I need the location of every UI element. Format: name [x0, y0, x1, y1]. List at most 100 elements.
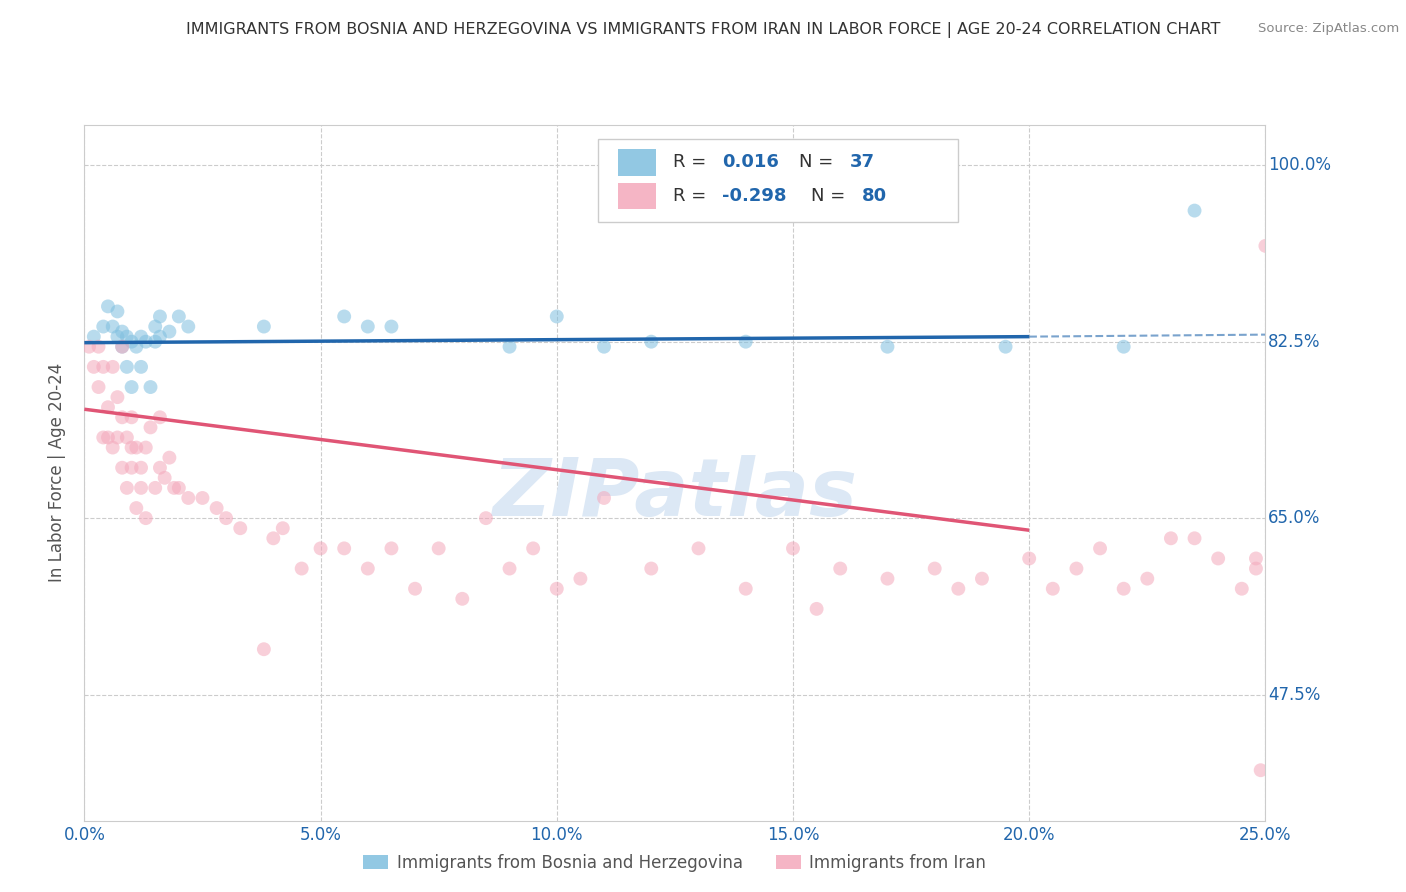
- Point: [143, 334, 166, 349]
- Point: [87, 380, 110, 394]
- Point: [163, 481, 186, 495]
- FancyBboxPatch shape: [619, 149, 657, 176]
- Text: N =: N =: [811, 186, 851, 205]
- Text: N =: N =: [799, 153, 839, 171]
- Point: [115, 329, 138, 343]
- Text: 100.0%: 100.0%: [1268, 156, 1330, 174]
- Point: [115, 359, 138, 374]
- Point: [121, 441, 143, 455]
- Point: [121, 410, 143, 425]
- Point: [139, 380, 162, 394]
- Point: [149, 410, 172, 425]
- Point: [101, 359, 124, 374]
- Point: [167, 481, 190, 495]
- Point: [157, 450, 180, 465]
- Point: [77, 340, 100, 354]
- Text: ZIPatlas: ZIPatlas: [492, 455, 858, 533]
- Point: [121, 380, 143, 394]
- Point: [97, 430, 120, 444]
- Legend: Immigrants from Bosnia and Herzegovina, Immigrants from Iran: Immigrants from Bosnia and Herzegovina, …: [357, 847, 993, 879]
- Point: [111, 410, 134, 425]
- Point: [215, 511, 238, 525]
- Point: [291, 561, 314, 575]
- FancyBboxPatch shape: [619, 183, 657, 209]
- Point: [640, 334, 662, 349]
- Point: [229, 521, 252, 535]
- Point: [782, 541, 804, 556]
- Point: [451, 591, 474, 606]
- Point: [177, 319, 200, 334]
- Point: [129, 329, 152, 343]
- Point: [125, 501, 148, 516]
- Point: [357, 319, 380, 334]
- Point: [115, 481, 138, 495]
- Point: [333, 541, 356, 556]
- Text: R =: R =: [672, 153, 711, 171]
- Text: 47.5%: 47.5%: [1268, 686, 1320, 704]
- Point: [101, 441, 124, 455]
- Point: [830, 561, 852, 575]
- Point: [101, 319, 124, 334]
- Point: [1184, 203, 1206, 218]
- Point: [167, 310, 190, 324]
- Point: [135, 441, 157, 455]
- Point: [143, 481, 166, 495]
- Point: [498, 340, 520, 354]
- Point: [404, 582, 426, 596]
- Point: [498, 561, 520, 575]
- Point: [149, 310, 172, 324]
- Point: [593, 340, 616, 354]
- Text: -0.298: -0.298: [723, 186, 786, 205]
- Point: [1244, 551, 1267, 566]
- Text: 82.5%: 82.5%: [1268, 333, 1320, 351]
- Point: [1066, 561, 1088, 575]
- Point: [1230, 582, 1253, 596]
- Point: [876, 572, 898, 586]
- Point: [107, 329, 129, 343]
- Point: [97, 299, 120, 313]
- Point: [87, 340, 110, 354]
- Point: [129, 481, 152, 495]
- Point: [262, 531, 284, 545]
- Point: [1018, 551, 1040, 566]
- Point: [688, 541, 710, 556]
- Point: [806, 602, 828, 616]
- Point: [135, 334, 157, 349]
- Text: Source: ZipAtlas.com: Source: ZipAtlas.com: [1258, 22, 1399, 36]
- Point: [157, 325, 180, 339]
- Point: [734, 334, 756, 349]
- Point: [475, 511, 498, 525]
- Point: [125, 340, 148, 354]
- Point: [153, 471, 176, 485]
- Point: [107, 430, 129, 444]
- Point: [253, 642, 276, 657]
- Point: [129, 359, 152, 374]
- Point: [83, 329, 105, 343]
- Point: [149, 329, 172, 343]
- Point: [115, 430, 138, 444]
- Point: [191, 491, 214, 505]
- Point: [149, 460, 172, 475]
- FancyBboxPatch shape: [598, 139, 959, 222]
- Y-axis label: In Labor Force | Age 20-24: In Labor Force | Age 20-24: [48, 363, 66, 582]
- Point: [522, 541, 544, 556]
- Point: [91, 430, 114, 444]
- Point: [333, 310, 356, 324]
- Point: [111, 325, 134, 339]
- Point: [1042, 582, 1064, 596]
- Point: [91, 319, 114, 334]
- Point: [1250, 763, 1272, 777]
- Text: 65.0%: 65.0%: [1268, 509, 1320, 527]
- Point: [121, 334, 143, 349]
- Point: [205, 501, 228, 516]
- Point: [107, 390, 129, 404]
- Point: [83, 359, 105, 374]
- Point: [309, 541, 332, 556]
- Point: [546, 310, 568, 324]
- Point: [876, 340, 898, 354]
- Point: [107, 304, 129, 318]
- Point: [91, 359, 114, 374]
- Point: [253, 319, 276, 334]
- Point: [640, 561, 662, 575]
- Point: [380, 319, 402, 334]
